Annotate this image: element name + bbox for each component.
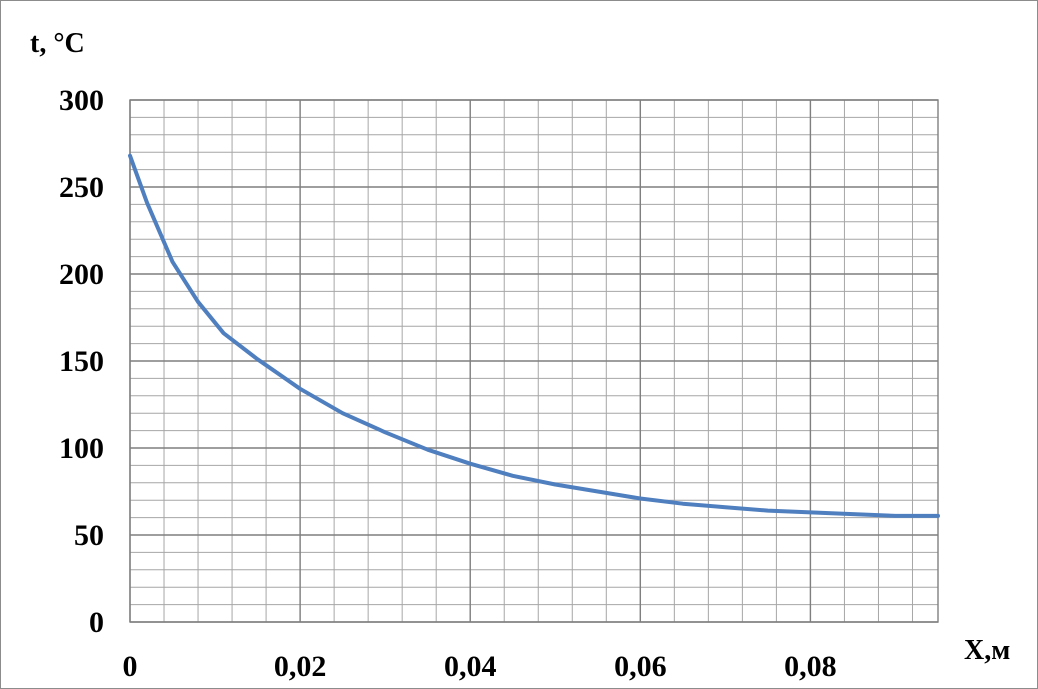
major-grid bbox=[129, 99, 938, 623]
x-tick-label: 0,06 bbox=[614, 650, 667, 683]
x-tick-label: 0 bbox=[123, 650, 138, 683]
temperature-line bbox=[128, 153, 940, 518]
plot-area bbox=[129, 99, 939, 623]
y-tick-label: 0 bbox=[89, 606, 104, 639]
y-tick-label: 100 bbox=[59, 432, 104, 465]
x-tick-label: 0,02 bbox=[274, 650, 327, 683]
x-axis-title: X,м bbox=[964, 635, 1010, 666]
y-tick-label: 150 bbox=[59, 345, 104, 378]
y-tick-label: 250 bbox=[59, 171, 104, 204]
y-tick-label: 200 bbox=[59, 258, 104, 291]
plot-border bbox=[129, 99, 939, 623]
x-tick-label: 0,08 bbox=[784, 650, 837, 683]
x-tick-label: 0,04 bbox=[444, 650, 497, 683]
y-tick-labels: 0 50 100 150 200 250 300 bbox=[59, 84, 104, 639]
y-axis-title: t, °C bbox=[30, 28, 85, 59]
y-tick-label: 50 bbox=[74, 519, 104, 552]
series-layer bbox=[128, 153, 940, 518]
x-tick-labels: 0 0,02 0,04 0,06 0,08 bbox=[123, 650, 837, 683]
y-tick-label: 300 bbox=[59, 84, 104, 117]
